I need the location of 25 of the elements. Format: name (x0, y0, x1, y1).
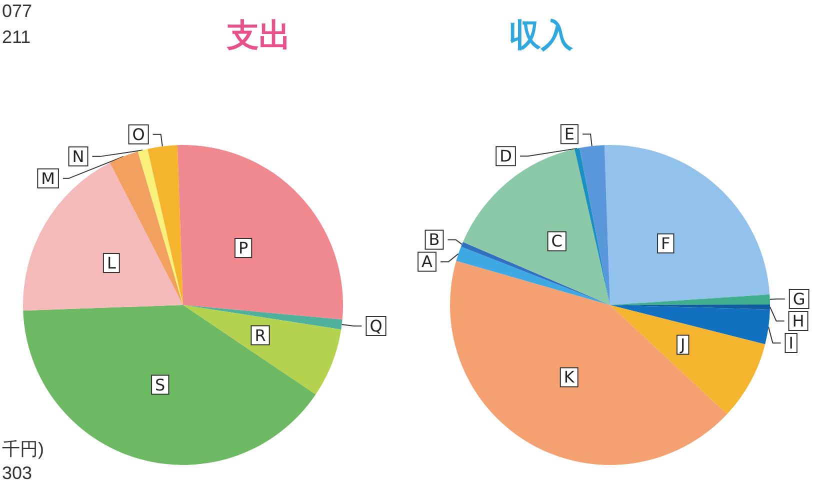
slice-label: H (792, 311, 804, 330)
slice-label: O (132, 124, 145, 144)
slice-label: K (564, 368, 575, 387)
chart-title: 支出 (226, 16, 291, 54)
chart-title: 収入 (509, 16, 574, 54)
slice-label: D (500, 146, 512, 166)
text: 303 (2, 463, 32, 483)
slice-label: E (564, 124, 575, 144)
slice-label: P (238, 238, 248, 258)
slice-label: I (788, 333, 794, 352)
slice-label: R (254, 326, 266, 345)
slice-label: J (680, 335, 686, 354)
slice-label: N (72, 146, 84, 166)
slice-label: G (792, 289, 806, 308)
slice-label: A (422, 252, 433, 272)
slice-label: S (155, 375, 166, 394)
slice-label: M (41, 168, 55, 188)
slice-label: Q (370, 316, 382, 336)
slice-label: F (661, 234, 670, 253)
text: 千円) (2, 439, 44, 459)
text: 077 (2, 1, 32, 21)
slice-label: C (551, 232, 562, 251)
slice-label: B (428, 230, 440, 250)
text: 211 (2, 27, 31, 47)
slice-label: L (106, 254, 116, 272)
